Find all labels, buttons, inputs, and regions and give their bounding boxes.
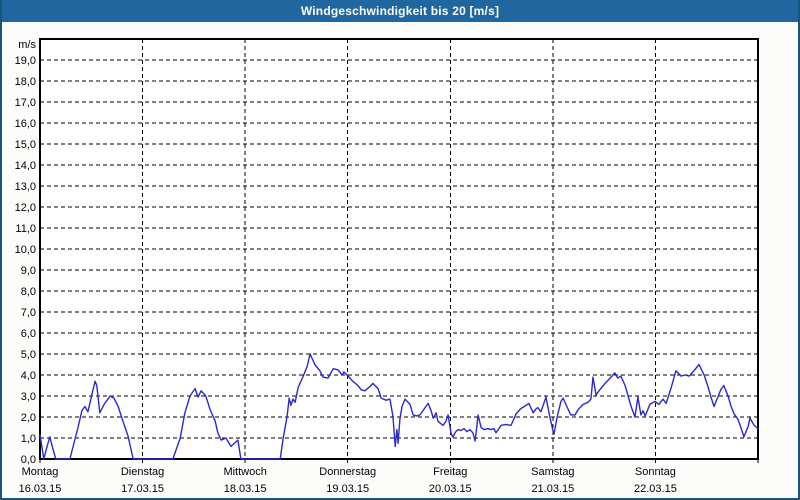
y-axis-tick-label: 2,0 xyxy=(21,412,36,424)
window-title: Windgeschwindigkeit bis 20 [m/s] xyxy=(300,4,500,18)
y-axis-tick-label: 10,0 xyxy=(15,244,36,256)
y-axis-tick-label: 18,0 xyxy=(15,76,36,88)
x-axis-date-label: 16.03.15 xyxy=(19,483,62,495)
y-axis-tick-label: 0,0 xyxy=(21,454,36,466)
x-axis-day-label: Donnerstag xyxy=(319,466,376,478)
y-axis-tick-label: 14,0 xyxy=(15,160,36,172)
y-axis-tick-label: 12,0 xyxy=(15,202,36,214)
y-axis-tick-label: 17,0 xyxy=(15,97,36,109)
y-axis-tick-label: 1,0 xyxy=(21,433,36,445)
y-axis-unit-label: m/s xyxy=(18,39,36,51)
y-axis-tick-label: 7,0 xyxy=(21,307,36,319)
x-axis-day-label: Montag xyxy=(22,466,59,478)
x-axis-date-label: 17.03.15 xyxy=(121,483,164,495)
y-axis-tick-label: 4,0 xyxy=(21,370,36,382)
x-axis-day-label: Mittwoch xyxy=(223,466,266,478)
y-axis-tick-label: 19,0 xyxy=(15,55,36,67)
wind-speed-line xyxy=(39,353,759,460)
x-axis-day-label: Sonntag xyxy=(635,466,676,478)
y-axis-tick-label: 3,0 xyxy=(21,391,36,403)
chart-container: 0,0 1,0 2,0 3,0 4,0 5,0 6,0 7,0 8,0 9,0 10,0 11,0 12… xyxy=(2,22,798,498)
x-axis-day-label: Freitag xyxy=(433,466,467,478)
y-axis-tick-label: 16,0 xyxy=(15,118,36,130)
x-axis-date-label: 21.03.15 xyxy=(531,483,574,495)
y-axis-tick-label: 11,0 xyxy=(15,223,36,235)
window-titlebar: Windgeschwindigkeit bis 20 [m/s] xyxy=(2,0,798,22)
x-axis-date-label: 22.03.15 xyxy=(634,483,677,495)
x-axis-date-label: 20.03.15 xyxy=(429,483,472,495)
wind-speed-chart: 0,0 1,0 2,0 3,0 4,0 5,0 6,0 7,0 8,0 9,0 10,0 11,0 12… xyxy=(15,38,759,495)
x-axis-day-label: Dienstag xyxy=(121,466,164,478)
x-axis-date-label: 18.03.15 xyxy=(224,483,267,495)
y-axis-tick-label: 6,0 xyxy=(21,328,36,340)
y-axis-tick-label: 9,0 xyxy=(21,265,36,277)
y-axis-tick-label: 8,0 xyxy=(21,286,36,298)
x-axis-day-label: Samstag xyxy=(531,466,574,478)
y-axis-tick-label: 15,0 xyxy=(15,139,36,151)
x-axis-date-label: 19.03.15 xyxy=(326,483,369,495)
y-axis-tick-label: 13,0 xyxy=(15,181,36,193)
y-axis-tick-label: 5,0 xyxy=(21,349,36,361)
